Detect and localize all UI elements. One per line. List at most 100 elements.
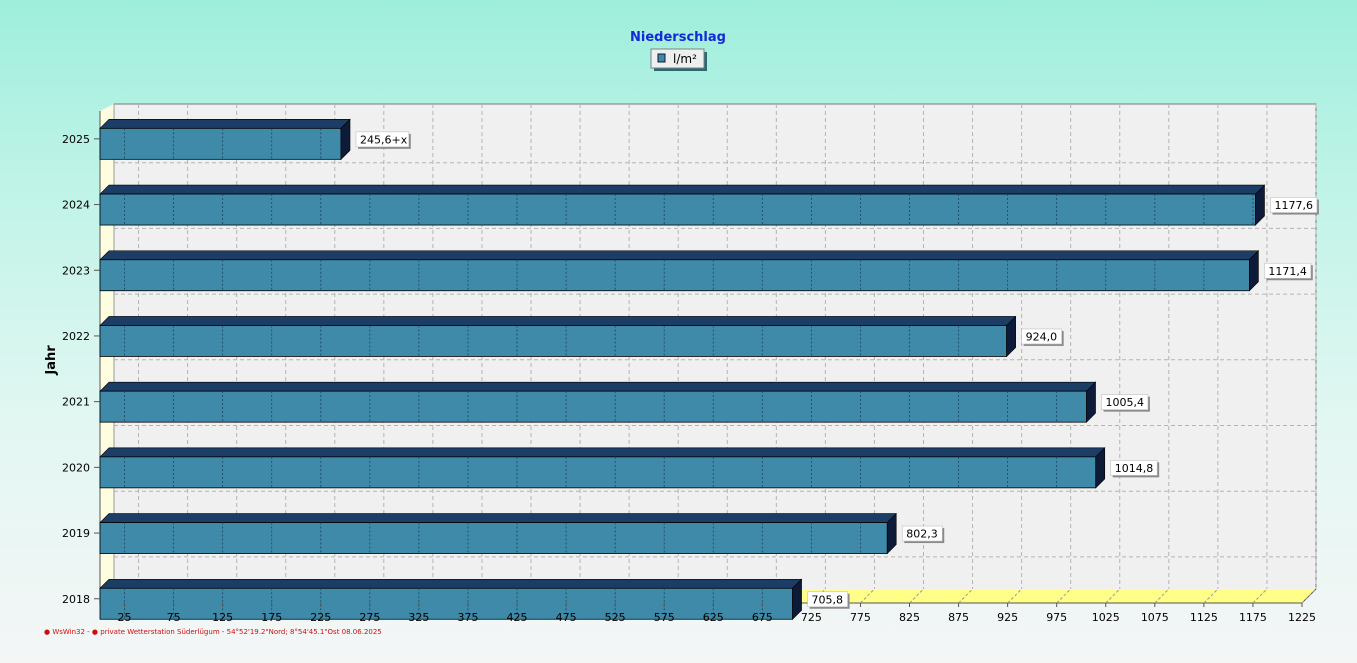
bar [99, 578, 803, 620]
floor-grid-line [1252, 588, 1268, 604]
bar-face [99, 522, 888, 554]
data-label: 705,8 [807, 591, 850, 609]
bar-top [99, 316, 1017, 326]
x-tick-label: 25 [118, 611, 132, 624]
data-label-text: 1177,6 [1274, 199, 1313, 212]
bar-face [99, 456, 1097, 489]
bar [99, 512, 897, 555]
bar-face [99, 193, 1256, 226]
data-label: 245,6+x [355, 131, 411, 149]
chart-title: Niederschlag [630, 30, 726, 45]
bar-face [99, 390, 1087, 423]
floor-grid-line [1301, 588, 1317, 604]
y-tick-label: 2020 [62, 461, 90, 474]
x-tick-label: 325 [408, 611, 429, 624]
y-tick-label: 2021 [62, 396, 90, 409]
legend: l/m² [650, 48, 707, 71]
bar [99, 447, 1106, 489]
floor-grid-line [1154, 588, 1170, 604]
data-label-box [355, 131, 410, 148]
bar-top [99, 184, 1266, 195]
x-tick-label: 875 [948, 611, 969, 624]
x-tick-label: 475 [556, 611, 577, 624]
data-label-box [1264, 262, 1312, 279]
floor-grid-line [1105, 588, 1121, 604]
y-tick-label: 2022 [62, 330, 90, 343]
x-tick-label: 125 [212, 611, 233, 624]
bar-side [1249, 250, 1259, 292]
x-tick-label: 775 [850, 611, 871, 624]
bar [99, 184, 1266, 226]
bar [99, 250, 1260, 292]
x-tick-label: 925 [997, 611, 1018, 624]
bar-face [99, 587, 793, 620]
y-axis-ticks: 2025 2024 2023 2022 2021 2020 2019 2018 [62, 133, 100, 606]
floor-grid-line [1203, 588, 1219, 604]
bar-top [99, 250, 1260, 261]
legend-swatch [657, 53, 666, 63]
y-tick-label: 2025 [62, 133, 90, 146]
floor-grid-line [1007, 588, 1022, 604]
x-tick-label: 425 [507, 611, 528, 624]
x-tick-label: 75 [167, 611, 181, 624]
data-label-text: 924,0 [1026, 330, 1058, 343]
bar-side [792, 578, 802, 620]
data-labels: 245,6+x 1177,6 1171,4 924,0 1005,4 1014,8 802,… [355, 131, 1319, 609]
bar-top [99, 447, 1106, 458]
x-tick-label: 675 [752, 611, 773, 624]
bar-side [340, 118, 351, 161]
bar-top [99, 578, 803, 589]
bar-face [99, 127, 342, 160]
legend-label: l/m² [673, 52, 697, 66]
bar-top [99, 119, 351, 129]
x-tick-label: 975 [1046, 611, 1067, 624]
floor-grid-line [909, 588, 924, 604]
y-tick-label: 2024 [62, 199, 90, 212]
x-tick-label: 175 [261, 611, 282, 624]
y-axis-label: Jahr [44, 345, 59, 376]
data-label: 1171,4 [1264, 262, 1313, 281]
bar [99, 315, 1017, 358]
x-tick-label: 1175 [1239, 611, 1267, 624]
bar [99, 118, 351, 161]
data-label-text: 705,8 [812, 593, 844, 606]
data-label: 924,0 [1021, 328, 1064, 346]
data-label: 1014,8 [1110, 460, 1160, 478]
x-tick-label: 225 [310, 611, 331, 624]
x-tick-label: 1025 [1092, 611, 1120, 624]
data-label: 1177,6 [1270, 197, 1319, 215]
bar [99, 381, 1097, 423]
data-label-box [901, 525, 943, 542]
x-tick-label: 275 [359, 611, 380, 624]
y-tick-label: 2023 [62, 264, 90, 277]
bar-side [1255, 184, 1265, 226]
footer-note: ● WsWin32 - ● private Wetterstation Süde… [44, 628, 382, 636]
bar-face [99, 325, 1008, 357]
x-tick-label: 375 [457, 611, 478, 624]
x-tick-label: 575 [654, 611, 675, 624]
data-label-text: 1171,4 [1268, 265, 1307, 278]
bar-side [1006, 315, 1016, 358]
x-tick-label: 725 [801, 611, 822, 624]
data-label-text: 802,3 [906, 528, 938, 541]
data-label: 1005,4 [1101, 394, 1150, 412]
y-tick-label: 2018 [62, 593, 90, 606]
data-label-box [1110, 460, 1158, 476]
floor-grid-line [958, 588, 973, 604]
y-tick-label: 2019 [62, 527, 90, 540]
bars [99, 118, 1266, 620]
data-label-box [1270, 197, 1318, 213]
x-tick-label: 1075 [1141, 611, 1169, 624]
x-tick-label: 625 [703, 611, 724, 624]
data-label-text: 245,6+x [360, 133, 408, 146]
data-label-box [1021, 328, 1062, 345]
x-tick-label: 525 [605, 611, 626, 624]
x-tick-label: 1125 [1190, 611, 1218, 624]
x-tick-label: 1225 [1288, 611, 1316, 624]
bar-face [99, 259, 1250, 292]
floor-grid-line [860, 588, 875, 604]
bar-side [886, 512, 897, 555]
bar-side [1095, 447, 1106, 489]
data-label: 802,3 [901, 525, 945, 544]
data-label-text: 1014,8 [1115, 462, 1154, 475]
